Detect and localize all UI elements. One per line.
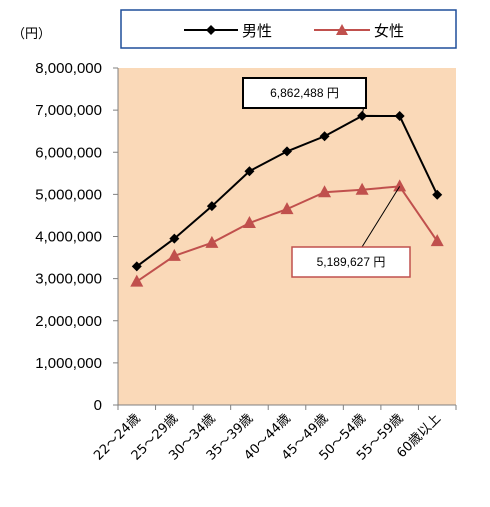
annotations: 6,862,488 円 5,189,627 円 bbox=[242, 77, 411, 278]
y-tick-label: 8,000,000 bbox=[35, 60, 102, 77]
series-markers bbox=[130, 110, 444, 287]
data-point-female bbox=[167, 248, 181, 261]
y-tick-label: 5,000,000 bbox=[35, 186, 102, 203]
data-point-male bbox=[282, 146, 292, 157]
data-point-female bbox=[430, 234, 444, 247]
legend-marker-male bbox=[206, 25, 216, 35]
y-tick-label: 2,000,000 bbox=[35, 313, 102, 330]
y-tick-label: 0 bbox=[94, 397, 102, 414]
data-point-female bbox=[280, 202, 294, 215]
callout-leader bbox=[361, 186, 401, 248]
legend-label-female: 女性 bbox=[374, 22, 404, 40]
y-tick-label: 1,000,000 bbox=[35, 355, 102, 372]
y-unit-label: （円） bbox=[12, 27, 51, 42]
data-point-female bbox=[393, 179, 407, 192]
y-tick-label: 7,000,000 bbox=[35, 102, 102, 119]
data-point-male bbox=[432, 189, 443, 200]
data-point-male bbox=[244, 166, 255, 177]
data-point-male bbox=[169, 233, 180, 244]
data-point-female bbox=[242, 216, 256, 229]
callout-box bbox=[291, 246, 411, 278]
y-tick-label: 4,000,000 bbox=[35, 229, 102, 246]
y-tick-label: 3,000,000 bbox=[35, 271, 102, 288]
callout-box bbox=[242, 77, 367, 109]
callout-label: 5,189,627 円 bbox=[317, 255, 386, 269]
data-point-female bbox=[205, 235, 219, 248]
data-point-female bbox=[318, 185, 332, 198]
data-point-female bbox=[130, 274, 144, 287]
legend: 男性 女性 bbox=[120, 9, 457, 49]
data-point-male bbox=[319, 131, 330, 142]
y-axis-ticks: 0 1,000,000 2,000,000 3,000,000 4,000,000 5,0… bbox=[35, 60, 118, 414]
y-tick-label: 6,000,000 bbox=[35, 144, 102, 161]
plot-area bbox=[118, 68, 456, 405]
x-axis-ticks: 22～24歳25～29歳30～34歳35～39歳40～44歳45～49歳50～5… bbox=[91, 405, 457, 464]
data-point-female bbox=[355, 182, 369, 195]
callout-label: 6,862,488 円 bbox=[270, 86, 339, 100]
legend-box bbox=[120, 9, 457, 49]
data-point-male bbox=[206, 201, 217, 212]
legend-marker-female bbox=[336, 24, 348, 35]
data-point-male bbox=[394, 111, 405, 122]
legend-label-male: 男性 bbox=[242, 22, 272, 40]
data-point-male bbox=[131, 261, 142, 272]
